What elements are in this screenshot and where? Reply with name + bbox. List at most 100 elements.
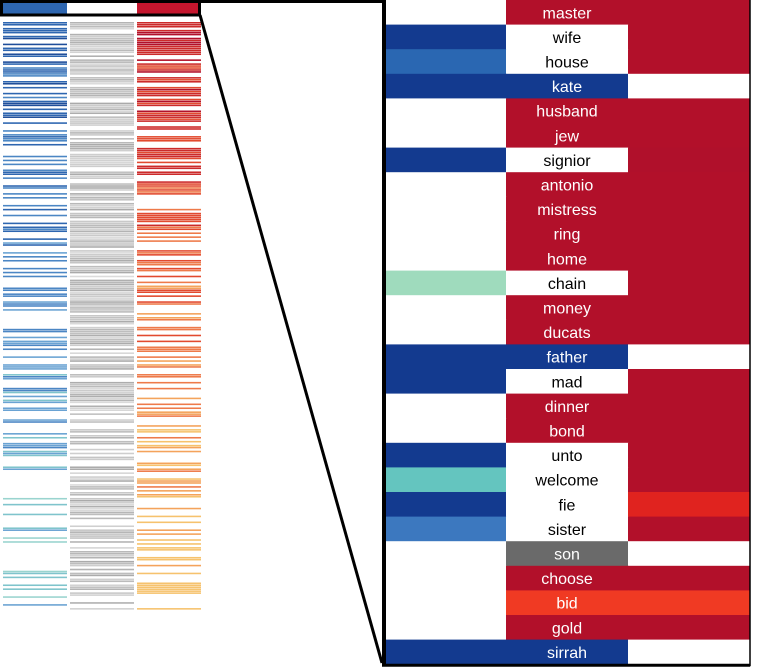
- cell-right-gold: [628, 615, 750, 641]
- cell-left-unto: [384, 442, 507, 468]
- overview-cell-gray: [70, 608, 134, 610]
- overview-cell-gray: [70, 564, 134, 567]
- overview-cell-red: [137, 586, 201, 589]
- overview-cell-blue: [3, 572, 67, 575]
- overview-cell-gray: [70, 413, 134, 415]
- overview-cell-blue: [3, 222, 67, 225]
- cell-left-dinner: [384, 393, 507, 419]
- overview-cell-red: [137, 334, 201, 337]
- overview-cell-blue: [3, 275, 67, 278]
- cell-middle-welcome: [506, 467, 629, 493]
- overview-cell-blue: [3, 344, 67, 347]
- cell-right-mad: [628, 369, 750, 395]
- row-label-ring: ring: [554, 227, 581, 244]
- overview-cell-gray: [70, 155, 134, 158]
- overview-cell-red: [137, 558, 201, 561]
- overview-cell-gray: [70, 134, 134, 136]
- overview-cell-gray: [70, 393, 134, 396]
- overview-cell-gray: [70, 45, 134, 48]
- overview-cell-blue: [3, 450, 67, 453]
- overview-cell-blue: [3, 53, 67, 56]
- overview-cell-gray: [70, 553, 134, 555]
- overview-cell-red: [137, 446, 201, 449]
- overview-cell-gray: [70, 147, 134, 150]
- overview-cell-gray: [70, 385, 134, 388]
- overview-cell-gray: [70, 368, 134, 370]
- overview-cell-gray: [70, 33, 134, 36]
- overview-cell-blue: [3, 293, 67, 295]
- overview-cell-gray: [70, 195, 134, 197]
- overview-cell-red: [137, 138, 201, 140]
- overview-cell-blue: [3, 466, 67, 469]
- overview-cell-gray: [70, 442, 134, 445]
- cell-left-bond: [384, 418, 507, 444]
- cell-middle-signior: [506, 147, 629, 173]
- overview-cell-gray: [70, 216, 134, 219]
- overview-cell-gray: [70, 130, 134, 132]
- overview-cell-gray: [70, 212, 134, 215]
- overview-cell-blue: [3, 108, 67, 111]
- overview-cell-gray: [70, 468, 134, 471]
- cell-middle-wife: [506, 24, 629, 50]
- overview-cell-gray: [70, 246, 134, 248]
- overview-cell-blue: [3, 163, 67, 166]
- overview-cell-blue: [3, 187, 67, 189]
- row-label-gold: gold: [552, 620, 582, 637]
- overview-cell-red: [137, 69, 201, 71]
- cell-right-father: [628, 344, 750, 370]
- overview-cell-blue: [3, 391, 67, 394]
- overview-cell-red: [137, 549, 201, 551]
- row-label-welcome: welcome: [534, 473, 598, 490]
- overview-cell-red: [137, 533, 201, 535]
- detail-row-bond: bond: [384, 418, 750, 444]
- cell-middle-sister: [506, 516, 629, 542]
- overview-cell-red: [137, 37, 201, 40]
- overview-cell-red: [137, 250, 201, 252]
- overview-cell-gray: [70, 269, 134, 272]
- overview-cell-red: [137, 29, 201, 32]
- overview-cell-red: [137, 376, 201, 378]
- overview-cell-blue: [3, 92, 67, 95]
- overview-cell-red: [137, 529, 201, 531]
- overview-cell-blue: [3, 185, 67, 187]
- cell-right-jew: [628, 123, 750, 149]
- cell-left-father: [384, 344, 507, 370]
- overview-cell-blue: [3, 368, 67, 370]
- overview-cell-gray: [70, 387, 134, 390]
- overview-cell-gray: [70, 580, 134, 583]
- overview-cell-gray: [70, 507, 134, 510]
- cell-left-wife: [384, 24, 507, 50]
- detail-row-unto: unto: [384, 442, 750, 468]
- overview-cell-blue: [3, 169, 67, 172]
- row-label-sister: sister: [548, 522, 587, 539]
- overview-cell-blue: [3, 356, 67, 358]
- overview-cell-blue: [3, 75, 67, 77]
- cell-right-mistress: [628, 196, 750, 222]
- overview-cell-gray: [70, 356, 134, 358]
- overview-cell-gray: [70, 551, 134, 553]
- overview-cell-blue: [3, 604, 67, 606]
- overview-cell-blue: [3, 171, 67, 174]
- overview-cell-gray: [70, 202, 134, 205]
- overview-cell-gray: [70, 185, 134, 187]
- overview-cell-red: [137, 224, 201, 227]
- overview-cell-gray: [70, 39, 134, 42]
- overview-cell-blue: [3, 419, 67, 421]
- overview-cell-blue: [3, 570, 67, 573]
- cell-middle-choose: [506, 565, 629, 591]
- overview-cell-gray: [70, 458, 134, 461]
- overview-cell-blue: [3, 387, 67, 390]
- overview-cell-blue: [3, 114, 67, 117]
- overview-zoom-strip-gray: [70, 2, 134, 14]
- overview-cell-red: [137, 348, 201, 351]
- overview-cell-red: [137, 462, 201, 465]
- overview-cell-gray: [70, 297, 134, 299]
- overview-cell-red: [137, 495, 201, 498]
- overview-cell-red: [137, 381, 201, 384]
- overview-cell-red: [137, 387, 201, 390]
- overview-cell-gray: [70, 315, 134, 317]
- row-label-father: father: [547, 350, 589, 367]
- overview-cell-gray: [70, 86, 134, 89]
- detail-row-sister: sister: [384, 516, 750, 542]
- detail-row-bid: bid: [384, 590, 750, 616]
